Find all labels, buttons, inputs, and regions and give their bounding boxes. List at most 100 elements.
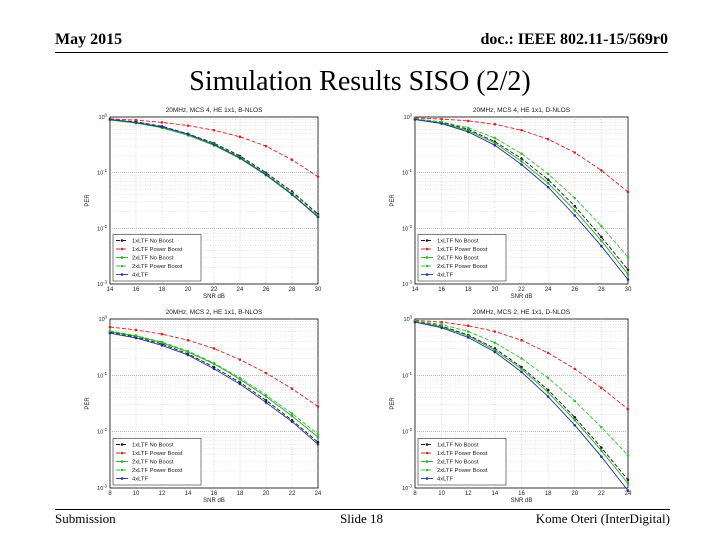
data-point [546,395,550,398]
data-point [546,172,550,176]
data-point [626,268,630,272]
data-point [493,341,497,344]
data-point [626,454,630,457]
data-point [493,144,497,147]
legend-label: 1xLTF Power Boost [437,247,488,253]
y-tick-label: 100 [404,315,413,324]
chart-title: 20MHz, MCS 2, HE 1x1, B-NLOS [166,309,263,316]
data-point [264,401,268,404]
legend-marker [425,264,429,268]
x-tick-label: 20 [492,287,499,293]
data-point [316,405,320,408]
legend-marker [425,468,429,472]
y-axis-label: PER [85,194,91,207]
x-tick-label: 18 [545,491,552,497]
header-rule [55,52,668,53]
data-point [573,151,577,154]
x-tick-label: 24 [545,287,552,293]
data-point [546,376,550,380]
footer-author: Kome Oteri (InterDigital) [535,511,670,526]
x-tick-label: 18 [465,287,472,293]
legend-marker [120,273,124,276]
x-tick-label: 30 [315,287,322,293]
legend-marker [120,468,124,472]
legend-label: 4xLTF [132,477,148,483]
data-point [134,121,138,124]
data-point [520,128,523,132]
data-point [520,160,523,163]
data-point [134,334,138,337]
data-point [290,414,294,418]
x-tick-label: 18 [237,491,244,497]
y-tick-label: 10-1 [97,168,108,177]
x-axis-label: SNR dB [511,498,533,504]
data-point [600,239,603,242]
data-point [238,382,242,386]
y-tick-label: 10-2 [97,427,108,436]
data-point [466,324,470,328]
legend-marker [120,477,124,480]
data-point [160,332,164,336]
series-line-3 [109,119,319,216]
legend-marker [425,256,429,259]
data-point [573,423,577,427]
data-point [134,336,138,340]
x-tick-label: 28 [598,287,605,293]
legend-marker [120,443,124,446]
legend-marker [120,451,124,455]
x-tick-label: 14 [492,491,499,497]
x-tick-label: 10 [438,491,445,497]
data-point [160,125,164,129]
x-tick-label: 16 [518,491,525,497]
data-point [626,278,630,281]
data-point [440,323,443,326]
data-point [440,320,443,324]
data-point [108,118,112,121]
data-point [440,117,443,121]
data-point [573,418,577,422]
chart-title: 20MHz, MCS 4, HE 1x1, B-NLOS [166,107,263,114]
data-point [573,204,577,208]
x-tick-label: 24 [315,491,322,497]
x-tick-label: 24 [625,491,632,497]
y-tick-label: 10-3 [402,280,413,289]
data-point [316,432,320,436]
legend-label: 2xLTF Power Boost [132,264,183,270]
data-point [108,331,112,335]
y-axis-label: PER [85,397,91,410]
data-point [316,175,320,178]
data-point [466,330,470,333]
y-tick-label: 10-3 [402,484,413,493]
footer-submission: Submission [55,511,116,526]
legend-marker [120,256,124,259]
per-chart-mcs4-b-nlos: 20MHz, MCS 4, HE 1x1, B-NLOS 14 16 18 20 22 24… [85,107,322,300]
data-point [108,329,112,333]
data-point [520,357,523,360]
data-point [212,143,216,146]
y-tick-label: 10-2 [402,224,413,233]
legend-marker [425,460,429,463]
x-tick-label: 14 [185,491,192,497]
data-point [520,365,523,369]
data-point [626,482,630,485]
legend-marker [425,477,429,480]
data-point [186,353,190,357]
data-point [520,367,523,371]
x-tick-label: 22 [518,287,525,293]
x-tick-label: 14 [107,287,114,293]
data-point [160,340,164,344]
footer-slide-number: Slide 18 [340,511,383,526]
x-tick-label: 22 [289,491,296,497]
data-point [573,214,577,217]
legend-marker [425,247,429,251]
data-point [466,119,470,123]
legend-label: 2xLTF No Boost [437,460,479,466]
data-point [316,435,320,439]
data-point [520,163,523,166]
y-tick-label: 100 [404,113,413,122]
data-point [264,173,268,176]
x-tick-label: 26 [263,287,270,293]
legend-label: 4xLTF [132,273,148,279]
data-point [546,181,550,185]
data-point [316,440,320,444]
